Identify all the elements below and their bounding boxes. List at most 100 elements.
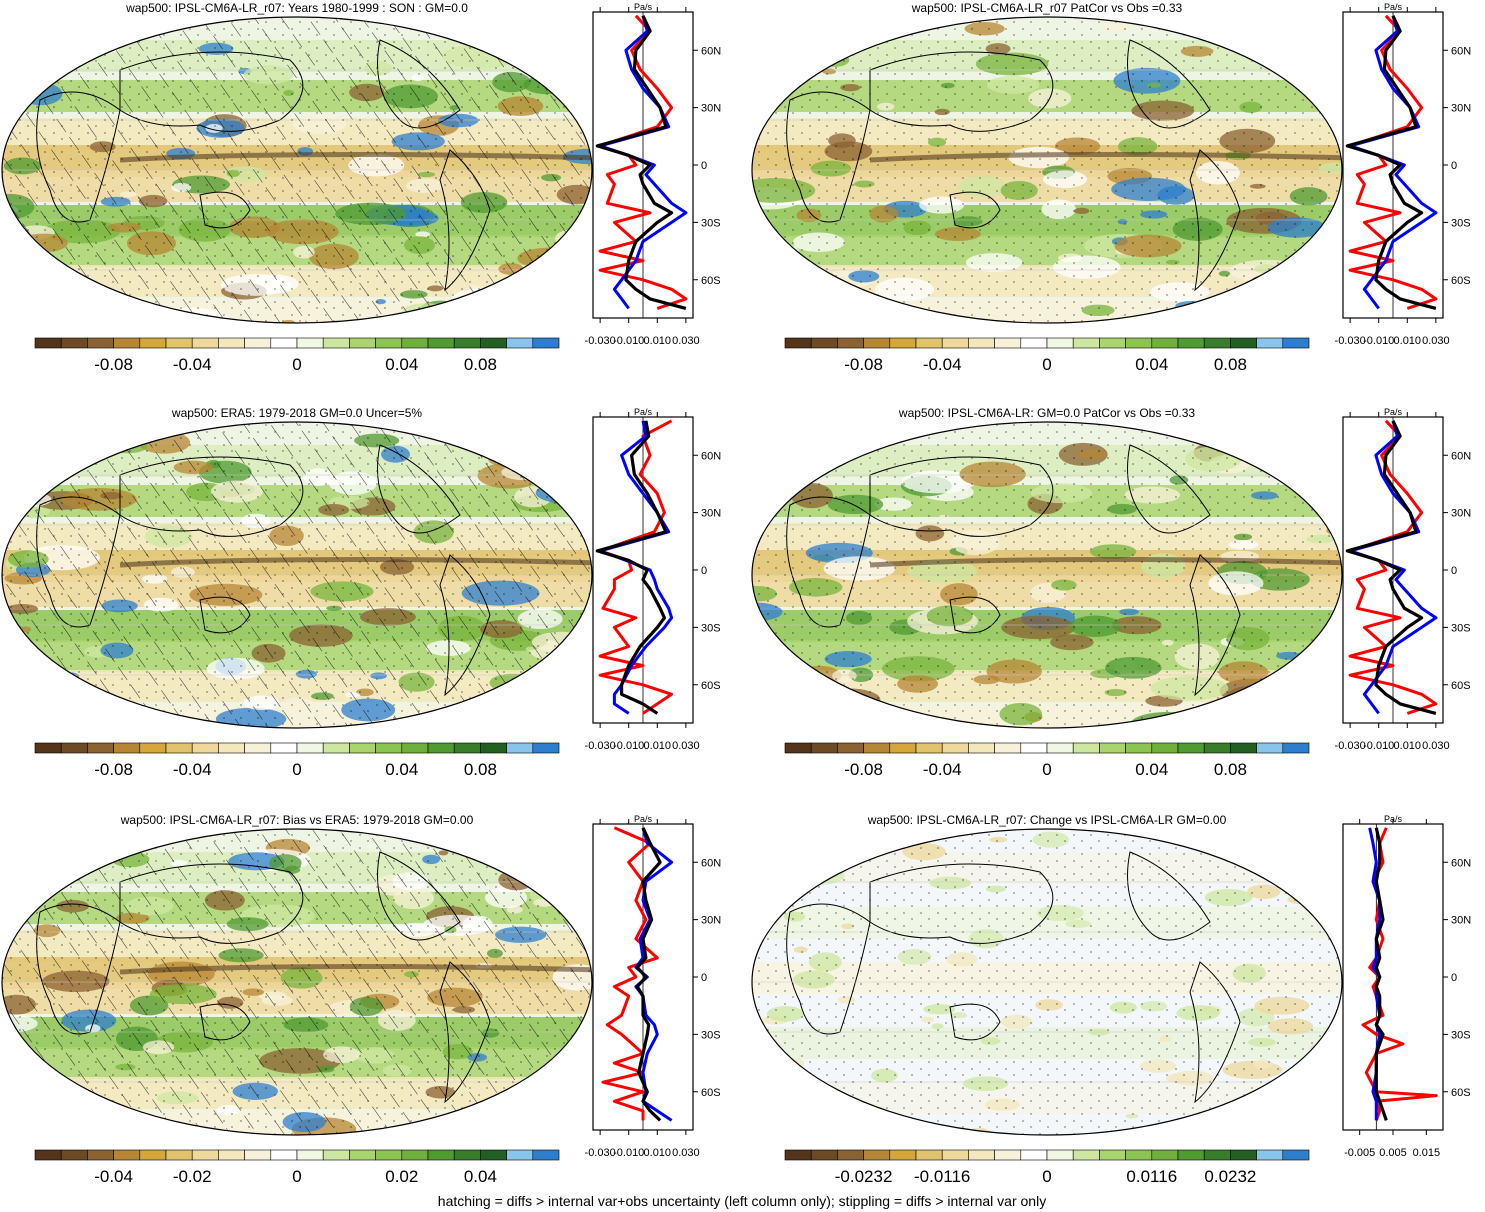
profile-x-tick-label: -0.010 [613, 740, 644, 752]
colorbar-tick-label: -0.04 [923, 760, 962, 779]
colorbar: -0.08 -0.04 0 0.04 0.08 [784, 742, 1310, 779]
profile-line-red [1348, 14, 1438, 310]
colorbar-tick-label: 0.08 [464, 355, 497, 374]
colorbar-tick-label: -0.08 [844, 760, 883, 779]
colorbar-swatch [837, 337, 864, 349]
colorbar-swatch [1125, 1149, 1153, 1161]
map-feature [1312, 63, 1342, 79]
lat-tick-label: 0 [701, 160, 707, 172]
colorbar-swatch [427, 337, 455, 349]
profile-x-tick-label: 0.005 [1379, 1147, 1407, 1159]
profile-x-tick-label: 0.010 [1394, 335, 1422, 347]
lat-tick-label: 0 [701, 565, 707, 577]
map-feature [522, 1113, 552, 1128]
map-feature [1219, 33, 1259, 48]
map-feature [2, 19, 22, 34]
profile-x-tick-label: -0.010 [613, 335, 644, 347]
map-feature [2, 885, 22, 899]
profile-line-red [601, 826, 659, 1121]
colorbar-swatch [322, 1149, 350, 1161]
colorbar-swatch [270, 1149, 298, 1161]
profile-frame [1342, 823, 1444, 1131]
profile-x-tick-label: 0.030 [1422, 335, 1450, 347]
colorbar-swatch [1256, 337, 1284, 349]
map-feature [542, 690, 592, 712]
map-feature [529, 425, 571, 449]
colorbar-tick-label: 0.08 [1214, 355, 1247, 374]
lat-tick-label: 60N [701, 45, 721, 57]
colorbar-tick-label: 0.04 [464, 1167, 497, 1186]
colorbar-swatch [113, 742, 141, 754]
profile-unit: Pa/s [634, 2, 653, 12]
map-feature [819, 718, 872, 728]
panel-6: wap500: IPSL-CM6A-LR_r07: Change vs IPSL… [751, 813, 1471, 1186]
colorbar-swatch [270, 337, 298, 349]
colorbar-swatch [191, 742, 219, 754]
colorbar-swatch [1072, 337, 1100, 349]
stippling [752, 17, 1342, 323]
map-feature [510, 278, 588, 303]
map [751, 828, 1343, 1136]
colorbar-swatch [1020, 742, 1048, 754]
colorbar-swatch [915, 337, 943, 349]
colorbar-swatch [1046, 337, 1074, 349]
colorbar-swatch [87, 337, 114, 349]
map-feature [752, 918, 771, 930]
colorbar-tick-label: 0.02 [385, 1167, 418, 1186]
panel-2: wap500: IPSL-CM6A-LR_r07 PatCor vs Obs =… [751, 1, 1471, 374]
colorbar-swatch [1125, 742, 1153, 754]
map-feature [115, 1121, 191, 1135]
lat-tick-label: 30S [701, 217, 721, 229]
colorbar-swatch [401, 742, 429, 754]
colorbar-swatch [218, 1149, 245, 1161]
colorbar-swatch [1177, 1149, 1205, 1161]
map-feature [797, 1126, 825, 1135]
colorbar-tick-label: 0 [292, 355, 301, 374]
colorbar-tick-label: -0.08 [94, 355, 133, 374]
colorbar-tick-label: 0.08 [1214, 760, 1247, 779]
colorbar-swatch [113, 1149, 141, 1161]
lat-tick-label: 30N [1451, 508, 1471, 520]
profile-unit: Pa/s [634, 407, 653, 417]
map-feature [1239, 284, 1282, 305]
map [1, 16, 593, 324]
colorbar-swatch [889, 1149, 917, 1161]
profile-x-tick-label: -0.030 [585, 335, 616, 347]
colorbar: -0.08 -0.04 0 0.04 0.08 [34, 337, 560, 374]
map-feature [2, 66, 47, 88]
colorbar-swatch [1072, 1149, 1100, 1161]
colorbar-swatch [1099, 1149, 1126, 1161]
stippling [2, 17, 592, 323]
profile-line-red [598, 14, 688, 310]
colorbar-swatch [968, 1149, 995, 1161]
map-feature [1293, 279, 1342, 303]
lat-tick-label: 0 [701, 972, 707, 984]
map-feature [2, 318, 23, 323]
colorbar-tick-label: 0.08 [464, 760, 497, 779]
lat-tick-label: 30N [1451, 915, 1471, 927]
colorbar-swatch [1020, 1149, 1048, 1161]
colorbar-swatch [218, 742, 245, 754]
colorbar-swatch [427, 1149, 455, 1161]
map-feature [531, 464, 556, 477]
map-feature [39, 844, 72, 857]
colorbar-swatch [270, 742, 298, 754]
profile-line-black [635, 827, 662, 1122]
colorbar-swatch [784, 1149, 812, 1161]
colorbar-swatch [244, 742, 272, 754]
profile-line-black [595, 15, 687, 310]
colorbar-swatch [218, 337, 245, 349]
colorbar-swatch [191, 1149, 219, 1161]
map-feature [1267, 856, 1304, 868]
map-feature [761, 273, 782, 281]
profile-x-tick-label: 0.030 [672, 1147, 700, 1159]
profile-x-tick-label: 0.030 [672, 740, 700, 752]
lat-tick-label: 60N [1451, 857, 1471, 869]
colorbar-swatch [349, 742, 376, 754]
colorbar-tick-label: 0 [1042, 355, 1051, 374]
stippling [752, 829, 1342, 1135]
map-border [751, 828, 1343, 1136]
panel-title: wap500: IPSL-CM6A-LR_r07: Years 1980-199… [125, 1, 468, 15]
colorbar-swatch [34, 742, 62, 754]
map-feature [478, 429, 534, 453]
